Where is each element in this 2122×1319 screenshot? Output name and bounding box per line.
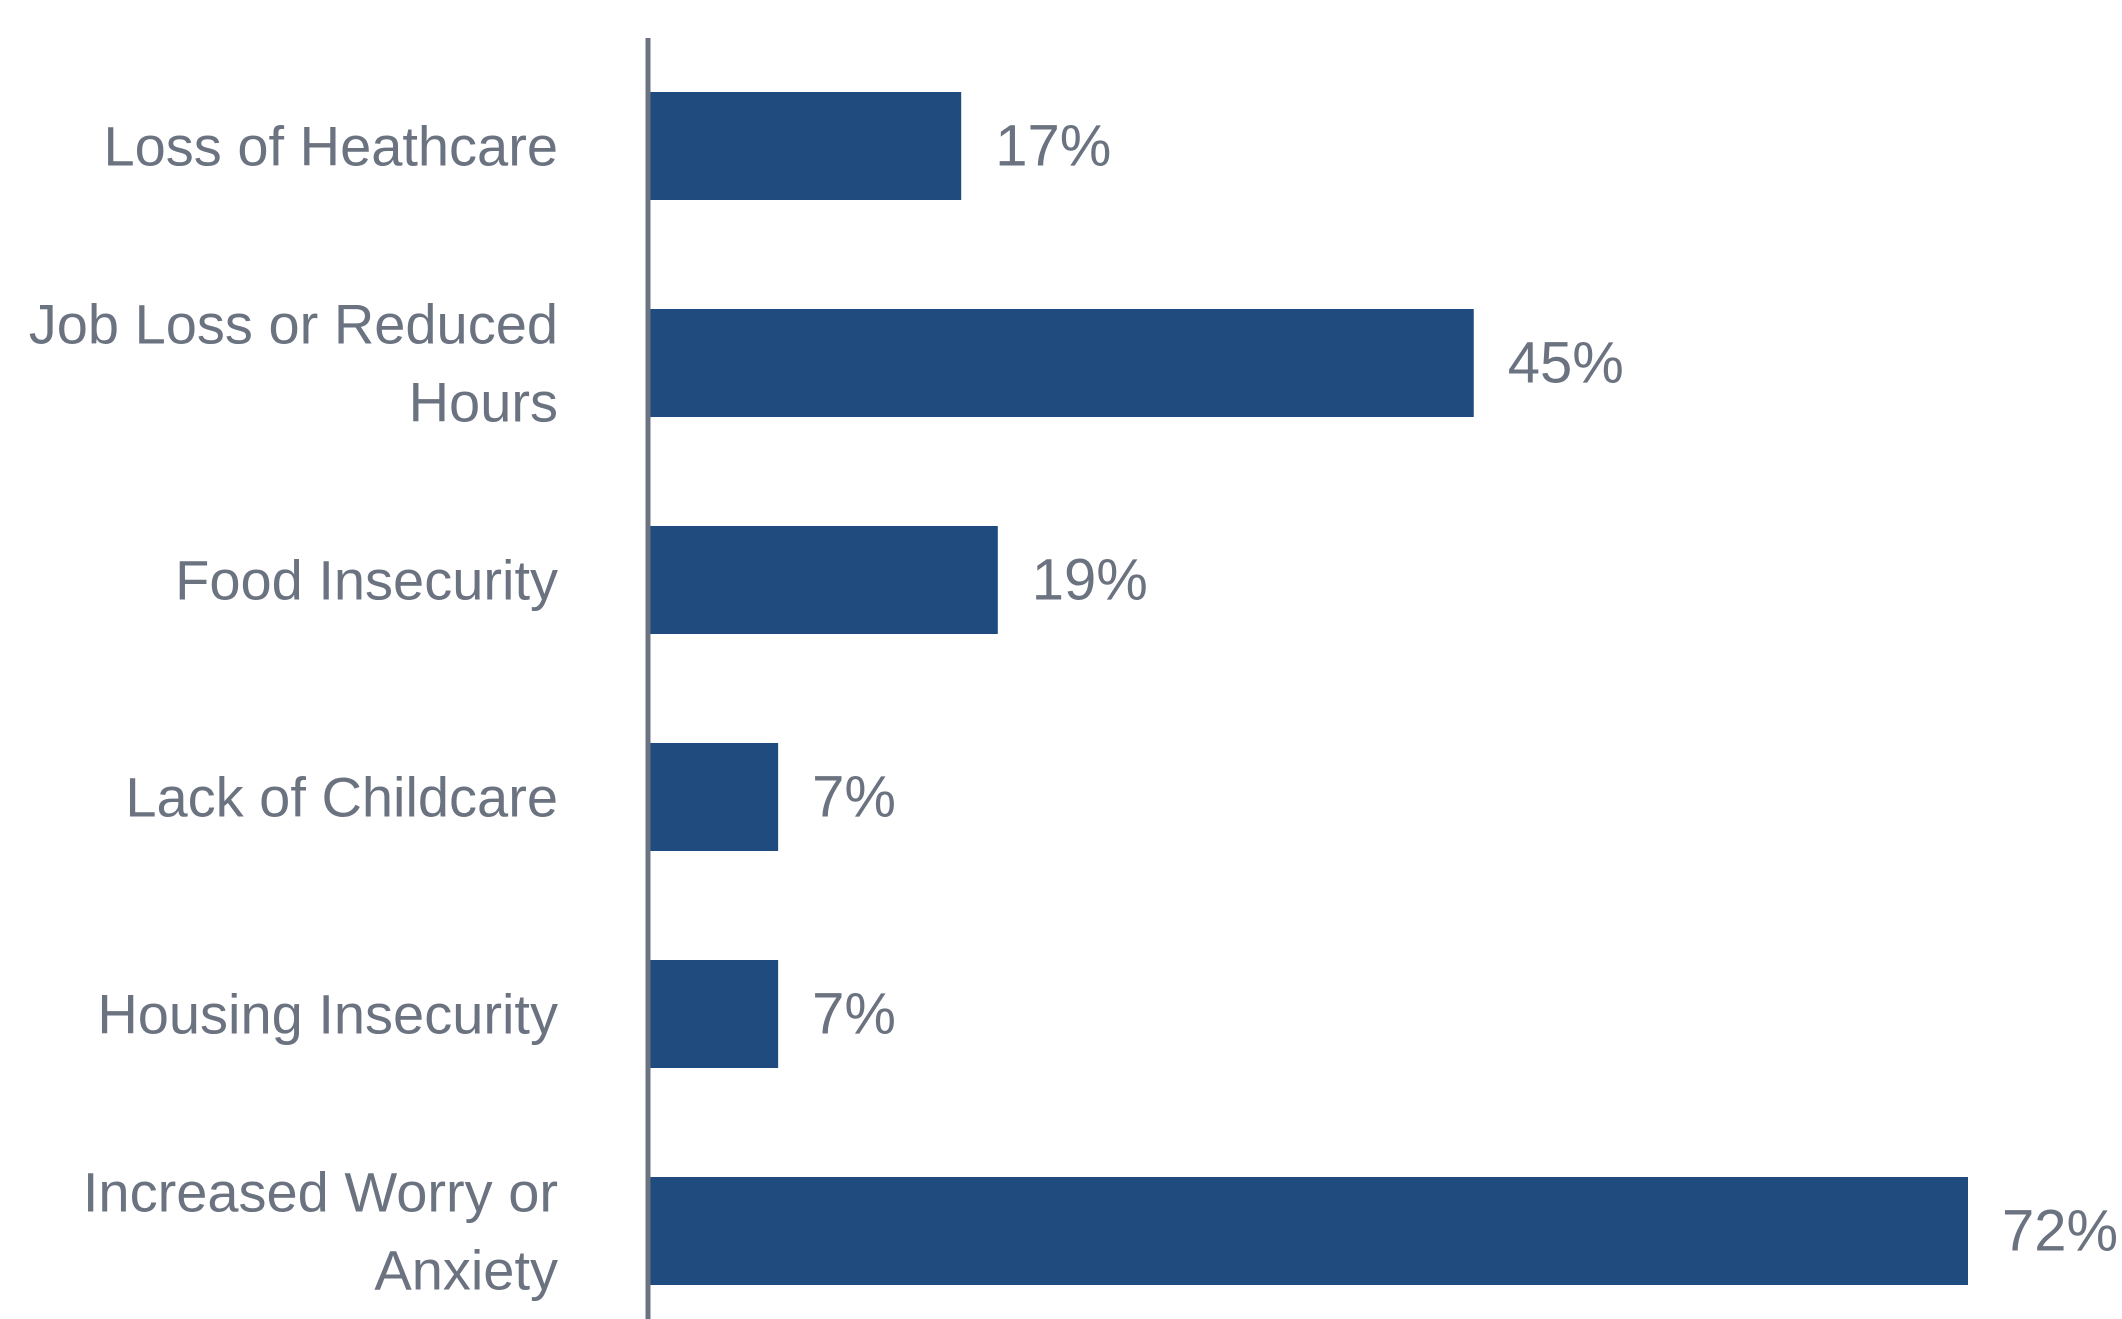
category-label-2: Food Insecurity [175,549,558,612]
value-label-4: 7% [812,982,896,1047]
value-label-1: 45% [1508,331,1624,396]
bar-2 [650,526,998,634]
bar-4 [650,960,779,1068]
category-label-1-line-1: Hours [409,371,558,434]
bar-0 [650,92,962,200]
category-labels: Loss of Heathcare Job Loss or Reduced Hour… [29,115,558,1302]
category-label-0: Loss of Heathcare [104,115,558,178]
bar-5 [650,1177,1968,1285]
category-label-5: Increased Worry or Anxiety [83,1161,558,1302]
value-labels: 17% 45% 19% 7% 7% 72% [812,114,2118,1264]
bars-layer [650,92,1968,1285]
category-label-2-line-0: Food Insecurity [175,549,558,612]
category-label-4: Housing Insecurity [97,983,558,1046]
category-label-1-line-0: Job Loss or Reduced [29,293,558,356]
bar-1 [650,309,1474,417]
value-label-2: 19% [1032,548,1148,613]
value-label-3: 7% [812,765,896,830]
category-label-5-line-1: Anxiety [374,1239,558,1302]
bar-3 [650,743,779,851]
value-label-5: 72% [2002,1199,2118,1264]
value-label-0: 17% [995,114,1111,179]
category-label-0-line-0: Loss of Heathcare [104,115,558,178]
category-label-3-line-0: Lack of Childcare [125,766,558,829]
category-label-4-line-0: Housing Insecurity [97,983,558,1046]
category-label-1: Job Loss or Reduced Hours [29,293,558,434]
category-label-5-line-0: Increased Worry or [83,1161,558,1224]
category-label-3: Lack of Childcare [125,766,558,829]
